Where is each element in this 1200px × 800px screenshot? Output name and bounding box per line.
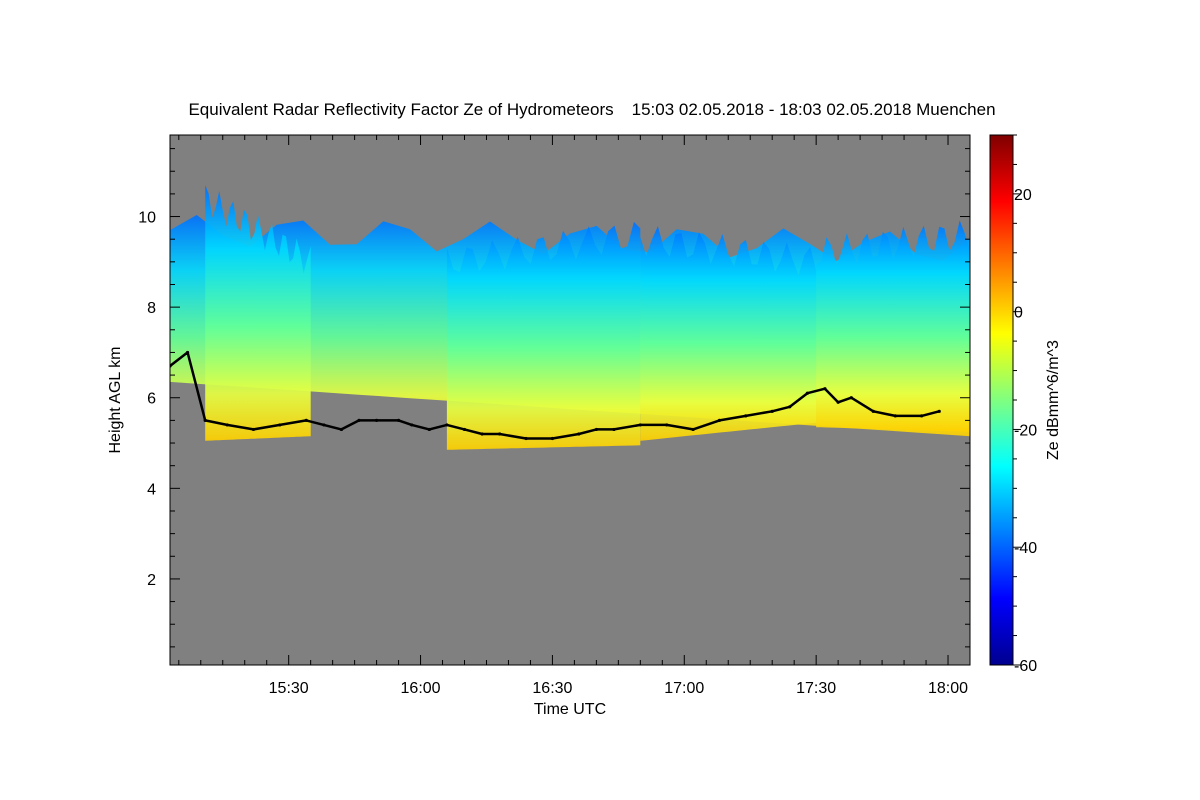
echo-region-3: [446, 221, 641, 450]
cloud-base-point: [871, 409, 875, 413]
x-tick-label: 16:00: [401, 680, 441, 697]
cloud-base-point: [480, 432, 484, 436]
cloud-base-point: [937, 409, 941, 413]
cloud-base-point: [445, 423, 449, 427]
cloud-base-point: [410, 423, 414, 427]
y-axis-label: Height AGL km: [107, 346, 124, 453]
cloud-base-point: [717, 418, 722, 422]
cloud-base-point: [836, 400, 840, 404]
colorbar-tick-label: -60: [1014, 658, 1037, 675]
reflectivity-echo-layer: [170, 185, 970, 450]
y-tick-label: 2: [147, 572, 156, 589]
cloud-base-point: [744, 414, 748, 418]
colorbar: [989, 134, 1014, 666]
cloud-base-point: [524, 436, 528, 441]
echo-region-4: [640, 226, 817, 441]
y-tick-label: 10: [138, 210, 156, 227]
chart-title-main: Equivalent Radar Reflectivity Factor Ze …: [188, 100, 613, 119]
x-tick-label: 18:00: [928, 680, 968, 697]
cloud-base-line: [170, 351, 940, 440]
cloud-base-point: [691, 427, 695, 432]
y-axis: 2 4 6 8 10: [138, 148, 970, 648]
chart-title: Equivalent Radar Reflectivity Factor Ze …: [188, 100, 995, 119]
y-tick-label: 4: [147, 481, 156, 498]
cloud-base-point: [427, 427, 431, 432]
x-axis-label: Time UTC: [534, 701, 606, 718]
cloud-base-point: [770, 409, 774, 413]
cloud-base-point: [304, 418, 308, 422]
cloud-base-point: [339, 427, 344, 432]
x-tick-label: 17:30: [796, 680, 836, 697]
cloud-base-point: [805, 391, 809, 395]
cloud-base-point: [203, 418, 207, 422]
cloud-base-point: [357, 418, 361, 422]
plot-frame: [169, 134, 971, 666]
cloud-base-point: [498, 432, 502, 436]
cloud-base-point: [665, 423, 669, 427]
cloud-base-point: [396, 418, 401, 422]
cloud-base-point: [920, 414, 924, 418]
x-axis: 15:30 16:00 16:30 17:00 17:30 18:00: [178, 135, 971, 697]
echo-region-5: [816, 220, 970, 432]
colorbar-tick-label: -40: [1014, 540, 1037, 557]
echo-region-2: [205, 185, 311, 441]
cloud-base-point: [374, 418, 379, 422]
cloud-base-point: [462, 427, 467, 432]
cloud-base-point: [577, 432, 581, 436]
cloud-base-point: [788, 405, 792, 409]
cloud-base-point: [823, 387, 827, 391]
cloud-base-point: [893, 414, 897, 418]
y-tick-label: 8: [147, 300, 156, 317]
cloud-base-point: [251, 427, 256, 432]
colorbar-tick-label: 20: [1014, 187, 1032, 204]
cloud-base-point: [594, 427, 598, 432]
colorbar-tick-label: 0: [1014, 305, 1023, 322]
cloud-base-point: [185, 350, 190, 355]
x-tick-label: 16:30: [532, 680, 572, 697]
chart-subtitle: 15:03 02.05.2018 - 18:03 02.05.2018 Muen…: [632, 100, 996, 119]
colorbar-axis: -60 -40 -20 0 20: [1013, 134, 1037, 675]
x-tick-label: 17:00: [664, 680, 704, 697]
cloud-base-point: [225, 423, 229, 427]
cloud-base-point: [278, 423, 282, 427]
cloud-base-layer: [170, 350, 941, 441]
colorbar-tick-label: -20: [1014, 422, 1037, 439]
cloud-base-point: [550, 436, 555, 441]
cloud-base-point: [322, 423, 326, 427]
cloud-base-point: [849, 396, 853, 400]
y-tick-label: 6: [147, 391, 156, 408]
cloud-base-point: [638, 423, 642, 427]
colorbar-label: Ze dBmm^6/m^3: [1045, 340, 1062, 460]
cloud-base-point: [612, 427, 616, 432]
x-tick-label: 15:30: [269, 680, 309, 697]
